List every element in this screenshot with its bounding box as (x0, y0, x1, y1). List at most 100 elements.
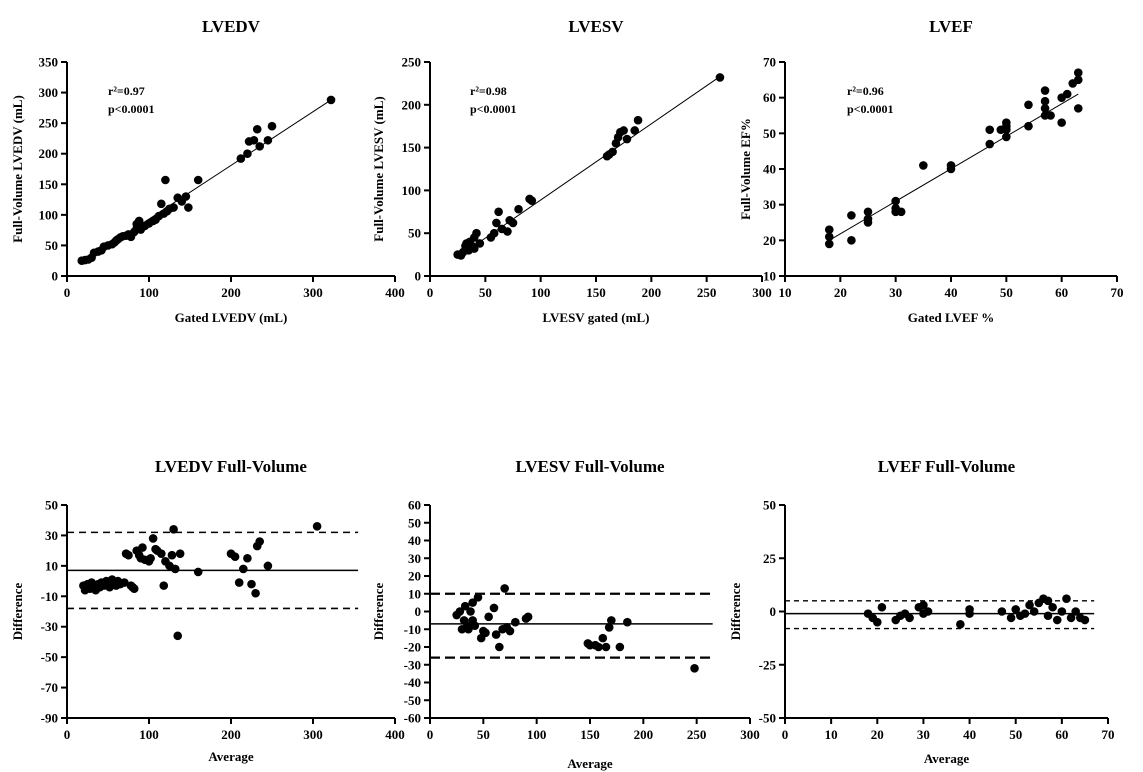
x-tick-label: 50 (477, 727, 490, 742)
x-axis-label: Gated LVEF % (908, 310, 994, 325)
y-tick-label: -50 (41, 650, 58, 665)
y-tick-label: 30 (763, 197, 776, 212)
data-point (1073, 68, 1083, 77)
data-point (1011, 605, 1021, 614)
y-tick-label: 0 (415, 604, 422, 619)
y-tick-label: 30 (408, 551, 421, 566)
r-squared-label: r²=0.97 (108, 84, 145, 98)
x-tick-label: 300 (740, 727, 760, 742)
data-point (312, 522, 322, 531)
x-tick-label: 40 (945, 285, 958, 300)
y-axis-label: Difference (371, 583, 386, 641)
data-point (193, 175, 203, 185)
data-point (124, 550, 133, 560)
chart-title: LVESV (568, 17, 624, 36)
data-point (1057, 118, 1066, 127)
data-point (877, 602, 887, 612)
data-point (923, 607, 933, 616)
y-tick-label: 50 (45, 498, 58, 513)
data-point (263, 561, 273, 571)
data-point (251, 588, 260, 598)
y-tick-label: 250 (39, 116, 59, 131)
x-tick-label: 60 (1055, 285, 1068, 300)
data-point (468, 598, 477, 607)
y-tick-label: 40 (408, 533, 421, 548)
y-tick-label: 30 (45, 528, 58, 543)
x-tick-label: 50 (1009, 727, 1022, 742)
x-tick-label: 20 (834, 285, 847, 300)
data-point (255, 537, 264, 546)
x-tick-label: 20 (871, 727, 884, 742)
data-point (473, 593, 483, 602)
x-tick-label: 100 (139, 285, 159, 300)
data-point (492, 218, 501, 228)
y-tick-label: 0 (770, 604, 777, 619)
y-tick-label: 20 (408, 569, 421, 584)
y-tick-label: 0 (415, 269, 422, 284)
chart-6: LVEF Full-Volume 0 10 20 30 40 50 60 70 -50 -25 0 25… (728, 457, 1115, 766)
data-point (489, 228, 499, 238)
data-point (1043, 611, 1053, 621)
data-point (1025, 600, 1034, 610)
x-tick-label: 70 (1102, 727, 1115, 742)
x-axis-label: LVESV gated (mL) (543, 310, 650, 325)
data-point (946, 161, 956, 170)
data-point (263, 135, 273, 145)
x-tick-label: 30 (917, 727, 930, 742)
data-point (129, 584, 139, 593)
data-point (1048, 602, 1057, 612)
y-axis-label: Full-Volume LVESV (mL) (371, 96, 386, 241)
chart-title: LVEDV Full-Volume (155, 457, 307, 476)
x-tick-label: 100 (531, 285, 551, 300)
y-axis-label: Difference (10, 583, 25, 641)
y-tick-label: 70 (763, 55, 776, 70)
y-tick-label: -70 (41, 680, 58, 695)
data-point (239, 564, 248, 574)
data-point (1080, 615, 1090, 625)
data-point (138, 543, 147, 552)
data-point (847, 211, 856, 220)
data-point (169, 203, 178, 212)
data-point (491, 630, 501, 639)
data-point (460, 601, 470, 611)
x-tick-label: 400 (385, 727, 405, 742)
data-point (1066, 613, 1076, 623)
data-point (1062, 89, 1072, 99)
y-tick-label: 250 (402, 55, 422, 70)
data-point (604, 623, 614, 632)
x-tick-label: 70 (1111, 285, 1124, 300)
p-value-label: p<0.0001 (847, 102, 894, 116)
data-point (623, 617, 632, 627)
data-point (249, 135, 259, 145)
data-point (464, 624, 473, 634)
data-point (148, 534, 158, 543)
chart-1: LVEDV 0 100 200 300 400 0 50 100 150 200 250 300 350 G… (10, 17, 405, 325)
y-tick-label: 50 (763, 126, 776, 141)
x-tick-label: 200 (634, 727, 654, 742)
y-tick-label: 50 (408, 226, 421, 241)
x-tick-label: 300 (752, 285, 772, 300)
data-point (184, 203, 193, 212)
data-point (1040, 104, 1050, 113)
y-tick-label: -50 (404, 693, 421, 708)
data-point (527, 196, 537, 205)
data-point (863, 214, 873, 224)
chart-title: LVESV Full-Volume (515, 457, 665, 476)
data-point (633, 115, 643, 125)
data-point (891, 196, 900, 206)
x-tick-label: 100 (139, 727, 159, 742)
data-point (1057, 607, 1067, 616)
x-tick-label: 200 (642, 285, 662, 300)
x-tick-label: 250 (687, 727, 707, 742)
x-tick-label: 150 (586, 285, 606, 300)
y-tick-label: 0 (52, 269, 59, 284)
data-point (470, 621, 480, 630)
data-point (615, 642, 625, 652)
data-point (905, 613, 914, 623)
data-point (690, 664, 699, 673)
x-tick-label: 50 (479, 285, 492, 300)
y-axis-label: Full-Volume LVEDV (mL) (10, 95, 25, 243)
x-tick-label: 0 (427, 727, 434, 742)
data-point (1052, 615, 1062, 625)
